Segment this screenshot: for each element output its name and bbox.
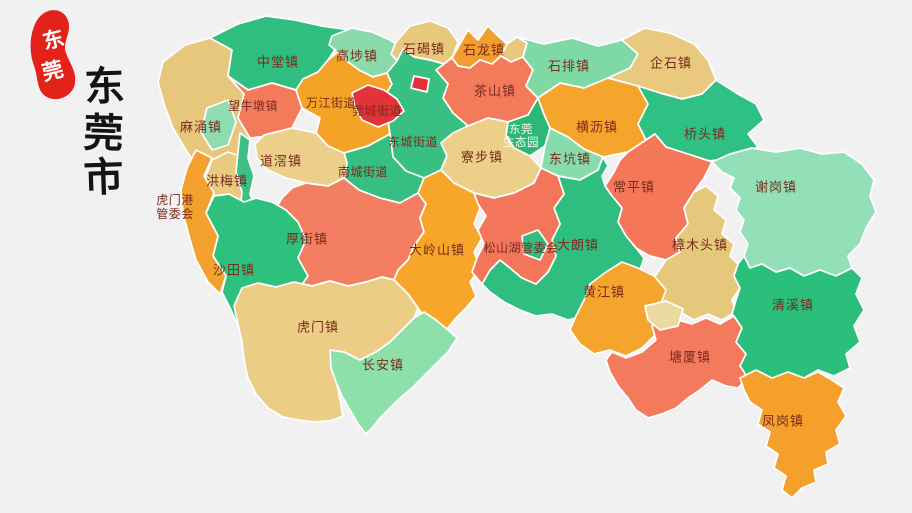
seal-blob <box>30 10 76 100</box>
dongguan-seal: 东 莞 <box>30 10 76 100</box>
city-title-char-3: 市 <box>83 154 125 200</box>
region-fragment-songshanhu-islet <box>521 229 549 261</box>
region-humen-port <box>180 149 227 295</box>
region-qingxi <box>731 255 865 381</box>
region-xiegang <box>711 147 877 277</box>
region-fragment-guancheng-exclave <box>410 75 430 93</box>
region-huangjiang <box>569 261 667 357</box>
region-fragment-tangxia-exclave <box>644 300 684 331</box>
region-fragment-mint-patch <box>200 99 237 151</box>
region-fenggang <box>739 369 847 499</box>
city-title-char-1: 东 <box>84 63 126 109</box>
city-title: 东 莞 市 <box>83 63 126 200</box>
city-title-char-2: 莞 <box>83 110 125 156</box>
region-changan <box>329 311 458 435</box>
region-guancheng <box>351 84 405 128</box>
